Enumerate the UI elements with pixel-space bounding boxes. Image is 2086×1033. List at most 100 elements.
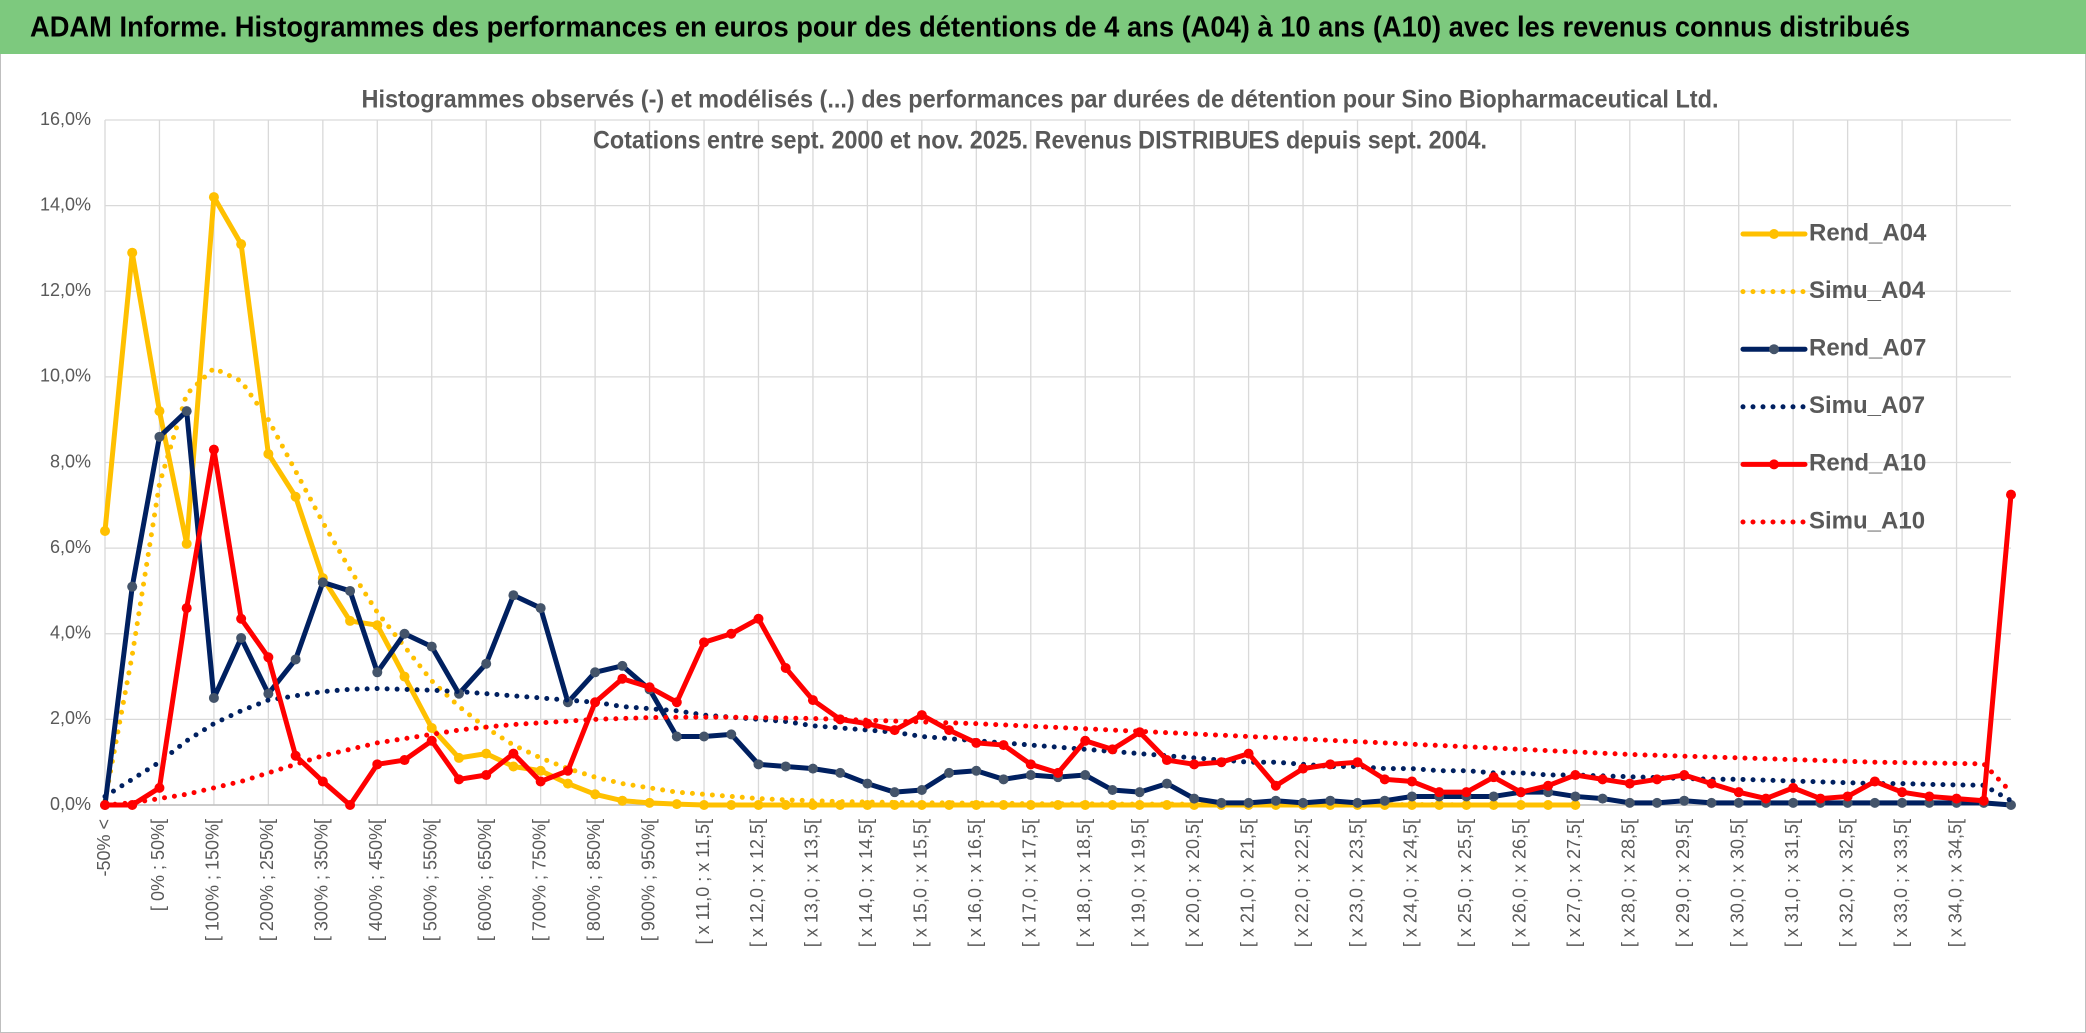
y-tick-label: 2,0% [50,708,91,728]
data-point [1597,793,1608,804]
x-tick-label: [ x 21,0 ; x 21,5[ [1237,819,1257,947]
x-tick-label: [ 400% ; 450%[ [366,819,386,941]
data-point [399,755,410,766]
data-point [1270,795,1281,806]
data-point [1243,748,1254,759]
chart-subtitle: Cotations entre sept. 2000 et nov. 2025.… [593,127,1487,155]
data-point [1379,795,1390,806]
x-tick-label: [ x 32,0 ; x 32,5[ [1836,819,1856,947]
y-tick-label: 0,0% [50,794,91,814]
data-point [1978,795,1989,806]
legend-label: Simu_A07 [1809,392,1925,419]
x-tick-label: [ x 26,0 ; x 26,5[ [1510,819,1530,947]
data-point [345,615,356,626]
y-tick-label: 14,0% [40,194,91,214]
x-tick-label: [ x 20,0 ; x 20,5[ [1183,819,1203,947]
legend-label: Rend_A07 [1809,335,1926,362]
data-point [617,673,628,684]
data-point [807,800,818,810]
x-tick-label: [ 500% ; 550%[ [420,819,440,941]
data-point [807,695,818,706]
data-point [1869,797,1880,808]
data-point [1570,770,1581,781]
data-point [1815,793,1826,804]
data-point [998,740,1009,751]
legend-marker [1769,229,1779,239]
data-point [998,774,1009,785]
data-point [807,763,818,774]
data-point [1733,787,1744,798]
data-point [263,448,274,459]
data-point [835,767,846,778]
data-point [1570,791,1581,802]
data-point [1025,759,1036,770]
data-point [1161,800,1172,810]
data-point [753,759,764,770]
chart-title: Histogrammes observés (-) et modélisés (… [362,86,1719,114]
data-point [1325,795,1336,806]
data-point [889,787,900,798]
x-tick-label: [ 900% ; 950%[ [638,819,658,941]
y-tick-label: 12,0% [40,280,91,300]
header-bar [0,0,2086,54]
data-point [1243,797,1254,808]
data-point [236,239,247,250]
data-point [508,748,519,759]
data-point [1515,787,1526,798]
x-tick-label: [ 700% ; 750%[ [529,819,549,941]
y-tick-label: 8,0% [50,451,91,471]
data-point [1788,797,1799,808]
x-tick-label: [ x 11,0 ; x 11,5[ [693,819,713,944]
data-point [317,776,328,787]
x-tick-label: [ x 27,0 ; x 27,5[ [1564,819,1584,947]
data-point [726,729,737,740]
x-tick-label: [ x 22,0 ; x 22,5[ [1292,819,1312,947]
data-point [1434,787,1445,798]
data-point [535,776,546,787]
data-point [1924,791,1935,802]
data-point [1134,787,1145,798]
data-point [1897,797,1908,808]
data-point [1461,800,1472,810]
data-point [1025,770,1036,781]
data-point [372,667,383,678]
data-point [508,590,519,601]
data-point [426,641,437,652]
data-point [617,660,628,671]
data-point [1570,800,1581,810]
data-point [1161,755,1172,766]
data-point [617,795,628,806]
data-point [1461,787,1472,798]
data-point [1842,791,1853,802]
data-point [1706,797,1717,808]
data-point [1298,797,1309,808]
data-point [263,688,274,699]
data-point [372,620,383,631]
data-point [726,800,737,810]
data-point [208,444,219,455]
data-point [671,697,682,708]
x-tick-label: [ x 15,0 ; x 15,5[ [911,819,931,947]
data-point [644,682,655,693]
data-point [1679,795,1690,806]
x-tick-label: -50% < [94,819,114,877]
data-point [127,247,138,258]
data-point [1488,772,1499,783]
data-point [181,538,192,549]
x-tick-label: [ x 33,0 ; x 33,5[ [1891,819,1911,947]
data-point [699,731,710,742]
data-point [1325,759,1336,770]
x-tick-label: [ x 14,0 ; x 14,5[ [856,819,876,947]
data-point [1706,778,1717,789]
data-point [1216,797,1227,808]
data-point [481,658,492,669]
data-point [317,577,328,588]
data-point [1352,757,1363,768]
data-point [453,774,464,785]
data-point [699,637,710,648]
x-tick-label: [ x 31,0 ; x 31,5[ [1782,819,1802,947]
x-tick-label: [ x 34,0 ; x 34,5[ [1945,819,1965,947]
data-point [481,748,492,759]
data-point [1080,770,1091,781]
x-tick-label: [ 600% ; 650%[ [475,819,495,941]
